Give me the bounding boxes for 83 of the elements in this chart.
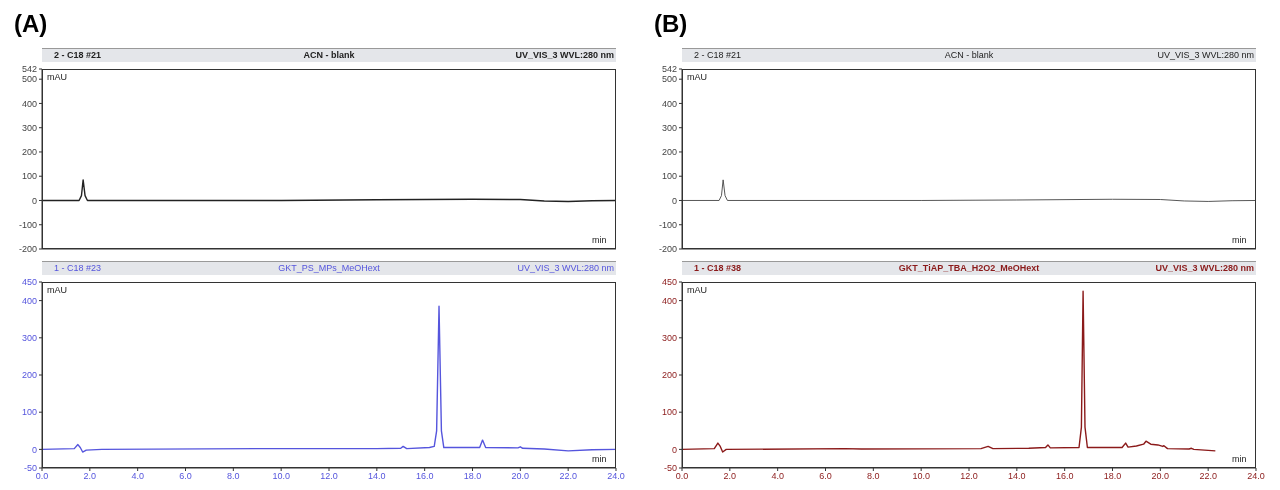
x-tick-label: 6.0 [179,471,192,482]
text: 1 - C18 #23 [54,263,102,273]
y-tick-label: 100 [661,407,677,418]
x-axis-title: min [592,235,607,245]
x-tick-label: 14.0 [1008,471,1026,482]
x-tick-label: 12.0 [960,471,978,482]
line-series [42,179,616,203]
y-tick-label: -100 [658,219,677,230]
y-tick-label: -200 [658,244,677,255]
x-tick-label: 18.0 [463,471,482,482]
y-tick-label: 0 [31,444,37,455]
x-tick-label: 4.0 [131,471,144,482]
x-tick-label: 0.0 [35,471,49,482]
y-axis-title: mAU [687,285,707,295]
text: UV_VIS_3 WVL:280 nm [517,263,614,273]
x-tick-label: 8.0 [227,471,240,482]
y-tick-label: 400 [21,295,37,306]
y-tick-label: 542 [21,64,37,75]
y-tick-label: -50 [23,463,37,474]
x-tick-label: 20.0 [1151,471,1170,482]
text: (B) [654,10,688,38]
x-tick-label: 10.0 [272,471,290,482]
y-tick-label: 300 [21,122,37,133]
y-tick-label: 100 [21,171,37,182]
chart-title: GKT_PS_MPs_MeOHext [278,263,380,273]
x-tick-label: 4.0 [771,471,784,482]
y-axis-title: mAU [47,285,67,295]
x-tick-label: 6.0 [819,471,832,482]
text: (A) [14,10,48,38]
chart-title: GKT_TiAP_TBA_H2O2_MeOHext [898,263,1040,273]
x-tick-label: 10.0 [912,471,930,482]
x-tick-label: 8.0 [867,471,880,482]
y-tick-label: 300 [661,122,677,133]
y-axis-title: mAU [47,72,67,82]
text: 2 - C18 #21 [54,50,102,60]
x-tick-label: 18.0 [1103,471,1122,482]
x-tick-label: 24.0 [1247,471,1265,482]
y-tick-label: 100 [21,407,37,418]
x-axis-title: min [592,454,607,464]
x-tick-label: 22.0 [1199,471,1217,482]
y-tick-label: 0 [31,195,37,206]
y-tick-label: 500 [661,74,677,85]
y-tick-label: 0 [671,444,677,455]
y-tick-label: 200 [661,147,677,158]
y-tick-label: 450 [661,277,677,288]
x-tick-label: 22.0 [559,471,577,482]
y-tick-label: 300 [21,332,37,343]
line-series [682,179,1256,202]
x-tick-label: 16.0 [1055,471,1074,482]
x-axis-title: min [1232,454,1247,464]
y-tick-label: 400 [661,98,677,109]
y-tick-label: 0 [671,195,677,206]
x-tick-label: 14.0 [368,471,386,482]
y-tick-label: 200 [21,370,37,381]
line-series [42,305,616,453]
text: UV_VIS_3 WVL:280 nm [1157,50,1254,60]
y-tick-label: 400 [661,295,677,306]
x-tick-label: 12.0 [320,471,338,482]
y-tick-label: -50 [663,463,677,474]
y-tick-label: 300 [661,332,677,343]
x-tick-label: 20.0 [511,471,530,482]
y-tick-label: 450 [21,277,37,288]
x-tick-label: 2.0 [723,471,737,482]
x-tick-label: 2.0 [83,471,97,482]
x-tick-label: 0.0 [675,471,689,482]
text: 2 - C18 #21 [694,50,742,60]
chart-title: ACN - blank [303,50,355,60]
x-tick-label: 16.0 [415,471,434,482]
text: UV_VIS_3 WVL:280 nm [515,50,614,60]
text: UV_VIS_3 WVL:280 nm [1155,263,1254,273]
text: 1 - C18 #38 [694,263,742,273]
y-tick-label: 200 [21,147,37,158]
y-axis-title: mAU [687,72,707,82]
y-tick-label: 100 [661,171,677,182]
y-tick-label: -100 [18,219,37,230]
y-tick-label: 542 [661,64,677,75]
y-tick-label: 500 [21,74,37,85]
y-tick-label: 400 [21,98,37,109]
chart-title: ACN - blank [944,50,994,60]
y-tick-label: -200 [18,244,37,255]
y-tick-label: 200 [661,370,677,381]
x-axis-title: min [1232,235,1247,245]
x-tick-label: 24.0 [607,471,625,482]
